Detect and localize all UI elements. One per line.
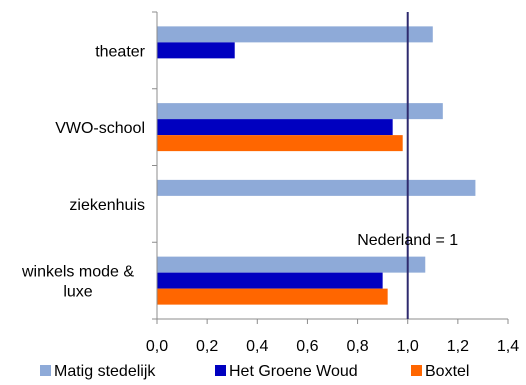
legend-swatch-boxtel [411, 365, 422, 376]
category-label-vwo-school: VWO-school [55, 120, 145, 137]
x-tick-label: 1,2 [447, 338, 469, 355]
legend: Matig stedelijk Het Groene Woud Boxtel [40, 363, 469, 380]
legend-swatch-het-groene-woud [215, 365, 226, 376]
bars [157, 26, 476, 305]
bar-ziekenhuis-matig-stedelijk [157, 179, 476, 196]
bar-winkels-mode-luxe-het-groene-woud [157, 272, 383, 289]
bar-winkels-mode-luxe-matig-stedelijk [157, 256, 426, 273]
category-label-ziekenhuis: ziekenhuis [69, 197, 145, 214]
category-labels: theater VWO-school ziekenhuis winkels mode … [21, 43, 146, 300]
legend-label-matig-stedelijk: Matig stedelijk [54, 363, 156, 380]
category-label-theater: theater [95, 43, 145, 60]
axes: 0,0 0,2 0,4 0,6 0,8 1,0 1,2 1,4 [146, 11, 519, 355]
bar-winkels-mode-luxe-boxtel [157, 288, 388, 305]
legend-label-het-groene-woud: Het Groene Woud [229, 363, 358, 380]
reference-line-label: Nederland = 1 [357, 232, 458, 249]
x-tick-label: 0,8 [346, 338, 368, 355]
bar-vwo-school-het-groene-woud [157, 119, 393, 136]
legend-swatch-matig-stedelijk [40, 365, 51, 376]
x-tick-label: 0,0 [146, 338, 168, 355]
category-label-winkels-mode-luxe: winkels mode & luxe [21, 264, 134, 301]
x-tick-label: 0,6 [296, 338, 318, 355]
bar-theater-matig-stedelijk [157, 26, 433, 43]
bar-vwo-school-boxtel [157, 135, 403, 152]
x-tick-label: 1,4 [497, 338, 519, 355]
bar-vwo-school-matig-stedelijk [157, 103, 443, 120]
reference-line-group: Nederland = 1 [357, 12, 458, 319]
x-tick-label: 0,4 [246, 338, 268, 355]
x-tick-label: 0,2 [196, 338, 218, 355]
bar-theater-het-groene-woud [157, 42, 235, 59]
x-tick-label: 1,0 [397, 338, 419, 355]
legend-label-boxtel: Boxtel [425, 363, 469, 380]
